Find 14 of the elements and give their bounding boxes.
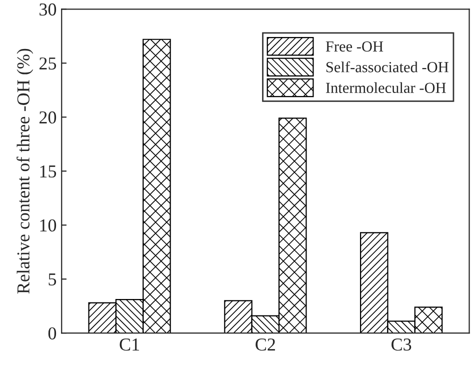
x-tick-label: C3 — [392, 338, 412, 351]
y-tick-label: 15 — [40, 165, 56, 178]
y-tick-label: 25 — [39, 57, 56, 70]
y-tick-label: 20 — [39, 111, 56, 124]
y-tick-label: 0 — [48, 327, 56, 340]
legend-label: Self-associated -OH — [326, 61, 448, 72]
x-tick-label: C1 — [120, 338, 140, 351]
y-tick-label: 5 — [48, 274, 56, 286]
y-tick-label: 10 — [40, 219, 56, 232]
y-axis-title: Relative content of three -OH (%) — [16, 48, 34, 294]
y-tick-label: 30 — [40, 3, 56, 16]
x-tick-label: C2 — [256, 338, 275, 351]
legend-label: Intermolecular -OH — [326, 82, 446, 94]
legend-label: Free -OH — [326, 41, 384, 52]
